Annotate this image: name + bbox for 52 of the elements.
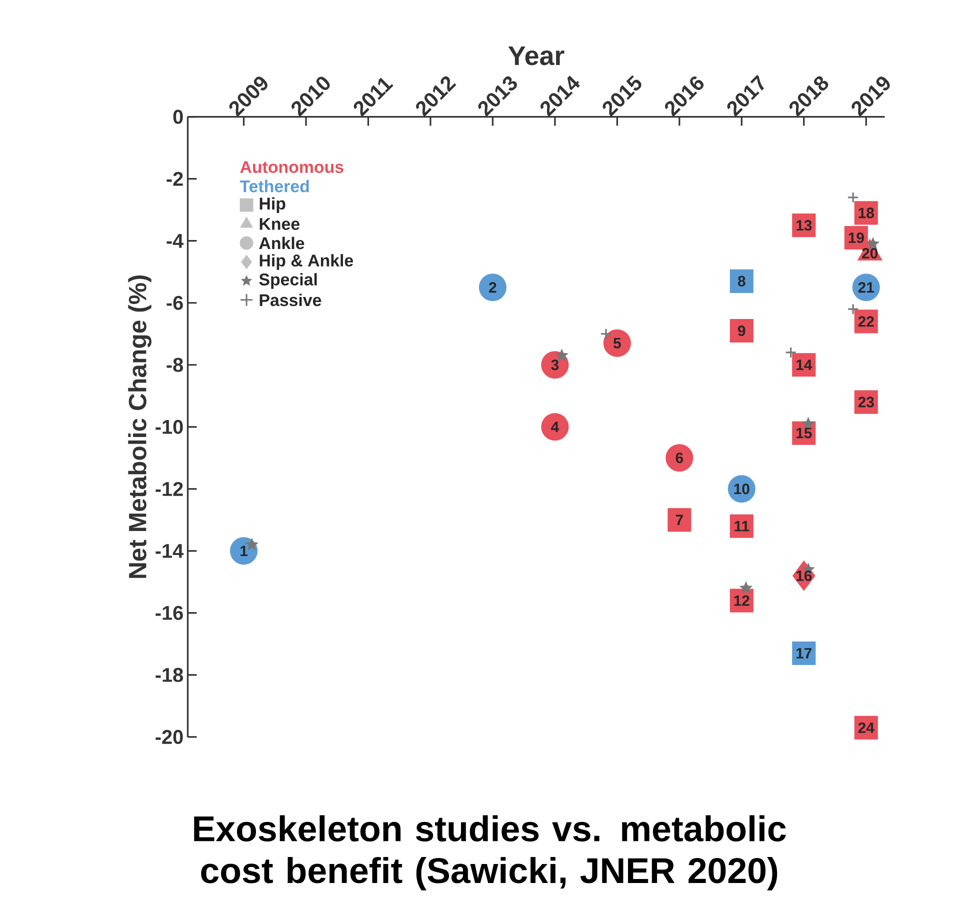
annotation: 6	[676, 452, 684, 464]
point	[847, 192, 859, 204]
annotation: Hip	[260, 197, 286, 214]
point	[555, 348, 568, 362]
annotation: 4	[551, 422, 560, 432]
y-tick-label: -20	[156, 730, 183, 744]
text: Exoskeleton studies vs. metabolic cost benefit (Sawicki, JNER 2020)	[194, 815, 786, 891]
y-axis-title: Net Metabolic Change (%)	[128, 276, 152, 578]
y-tick-label: -16	[156, 606, 183, 620]
annotation: 18	[858, 208, 874, 218]
annotation: 22	[858, 316, 874, 327]
annotation: Ankle	[259, 236, 304, 250]
annotation: 7	[676, 514, 683, 526]
annotation: 20	[862, 248, 878, 259]
y-tick-label: -18	[156, 668, 184, 682]
x-axis-title: Year	[508, 46, 564, 66]
annotation: Hip & Ankle	[260, 254, 354, 270]
annotation: 9	[738, 326, 746, 336]
annotation: 5	[613, 338, 621, 349]
annotation: 14	[796, 360, 812, 370]
annotation: 2	[489, 282, 496, 293]
point	[600, 328, 612, 340]
y-tick-label: 0	[173, 110, 183, 124]
annotation: 16	[796, 570, 812, 582]
annotation: 1	[240, 546, 248, 556]
annotation: 8	[738, 276, 746, 287]
point	[847, 303, 859, 315]
point	[785, 346, 797, 358]
annotation: Tethered	[240, 180, 309, 192]
y-tick-label: -12	[156, 482, 183, 496]
annotation: 11	[734, 521, 750, 532]
annotation: 21	[858, 282, 874, 293]
annotation: 24	[858, 722, 874, 734]
y-tick-label: -2	[166, 172, 183, 186]
annotation: 13	[796, 220, 812, 231]
legend-label: Special	[259, 273, 317, 289]
y-tick-label: -14	[156, 544, 184, 558]
annotation: 3	[551, 360, 559, 370]
annotation: 19	[848, 232, 864, 244]
annotation: 12	[734, 595, 750, 606]
annotation: 23	[858, 396, 874, 408]
point	[739, 581, 753, 594]
y-tick-label: -6	[166, 296, 183, 310]
annotation: Autonomous	[240, 161, 344, 174]
legend-label: Passive	[260, 294, 322, 306]
y-tick-label: -10	[156, 420, 183, 434]
y-tick-label: -4	[166, 234, 184, 248]
annotation: 15	[796, 428, 812, 438]
annotation: 10	[734, 484, 750, 494]
annotation: Knee	[260, 218, 300, 230]
annotation: 17	[796, 648, 812, 659]
y-tick-label: -8	[166, 358, 184, 372]
